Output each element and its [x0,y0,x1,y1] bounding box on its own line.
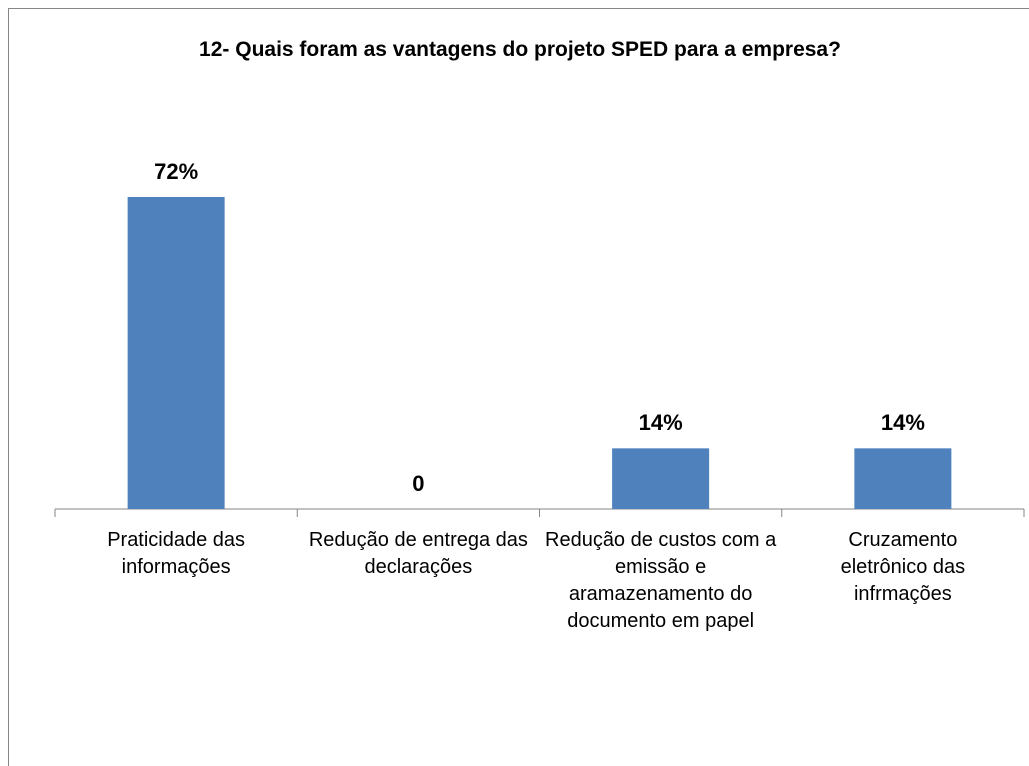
x-tick-label: Praticidade das informações [107,529,246,578]
x-tick-label: Cruzamento eletrônico das infrmações [840,529,966,605]
chart-title: 12- Quais foram as vantagens do projeto … [199,38,841,61]
data-label: 14% [638,410,683,436]
bar [854,448,952,509]
bar [127,197,225,509]
x-tick-label: Redução de entrega das declarações [308,529,528,578]
data-label: 0 [412,471,425,496]
x-tick-label: Redução de custos com a emissão e aramaz… [545,529,777,632]
bar [612,448,710,509]
data-label: 72% [154,159,199,184]
chart-border [8,8,1029,766]
data-label: 14% [880,410,925,436]
